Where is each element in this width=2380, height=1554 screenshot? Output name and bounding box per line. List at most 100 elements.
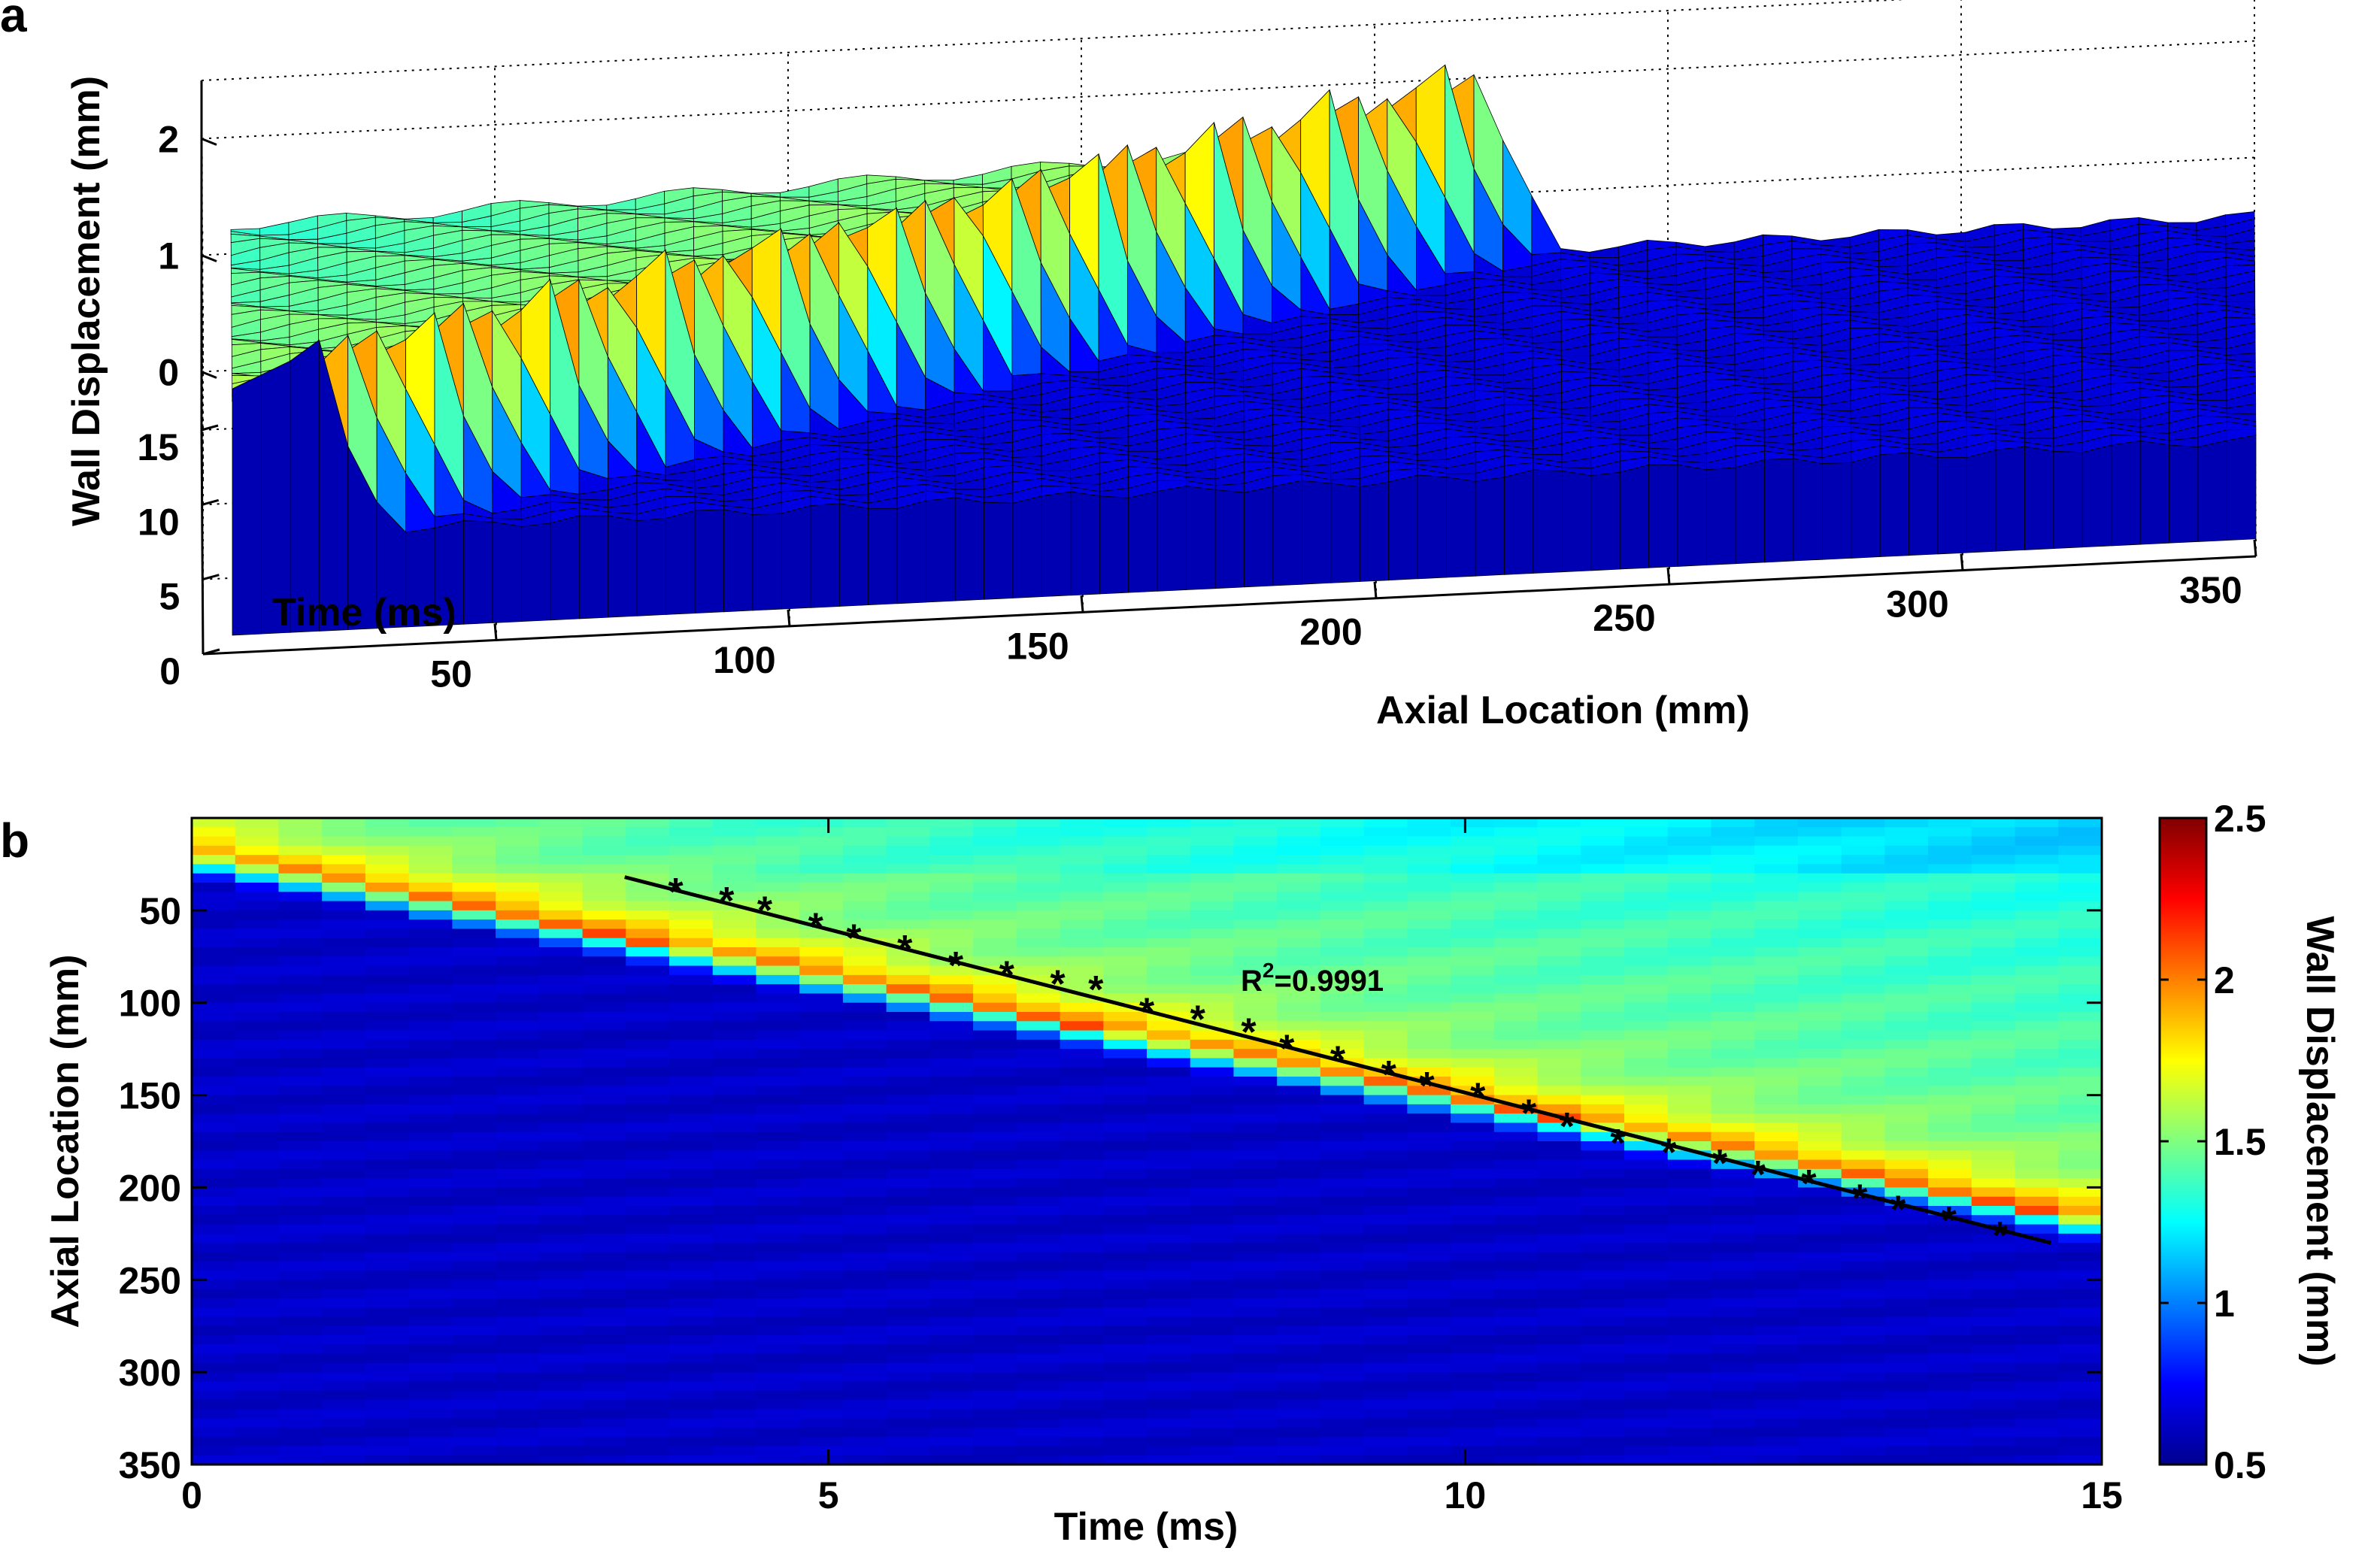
- heatmap-cell: [278, 1243, 323, 1253]
- heatmap-cell: [322, 1021, 366, 1031]
- heatmap-cell: [712, 1122, 757, 1133]
- heatmap-cell: [973, 1067, 1017, 1077]
- heatmap-cell: [1667, 1224, 1712, 1234]
- heatmap-cell: [756, 1252, 800, 1262]
- heatmap-cell: [1667, 864, 1712, 874]
- heatmap-cell: [799, 1131, 844, 1142]
- heatmap-cell: [235, 928, 280, 939]
- heatmap-cell: [1537, 1316, 1581, 1327]
- heatmap-cell: [538, 1307, 584, 1318]
- heatmap-cell: [1233, 1252, 1278, 1262]
- heatmap-cell: [538, 1168, 584, 1179]
- heatmap-cell: [756, 1141, 800, 1151]
- heatmap-cell: [626, 818, 670, 828]
- heatmap-cell: [712, 1113, 757, 1124]
- heatmap-cell: [1537, 1372, 1581, 1383]
- heatmap-cell: [582, 1104, 626, 1114]
- heatmap-cell: [408, 1141, 453, 1151]
- heatmap-cell: [1797, 1271, 1842, 1280]
- heatmap-cell: [669, 928, 714, 939]
- heatmap-cell: [1233, 1271, 1278, 1280]
- heatmap-cell: [1667, 1381, 1712, 1392]
- heatmap-cell: [1537, 1289, 1581, 1299]
- heatmap-cell: [2015, 1298, 2059, 1308]
- heatmap-cell: [582, 892, 626, 902]
- heatmap-cell: [1060, 956, 1104, 967]
- heatmap-cell: [408, 1381, 453, 1392]
- heatmap-cell: [1928, 1243, 1972, 1253]
- heatmap-cell: [1667, 873, 1712, 883]
- heatmap-cell: [1754, 919, 1799, 930]
- heatmap-cell: [2058, 1325, 2103, 1336]
- heatmap-cell: [452, 938, 496, 948]
- heatmap-cell: [626, 1131, 670, 1142]
- heatmap-cell: [408, 901, 453, 911]
- heatmap-cell: [1190, 1113, 1235, 1124]
- heatmap-cell: [1667, 1243, 1712, 1253]
- heatmap-cell: [2015, 1381, 2059, 1392]
- heatmap-cell: [1147, 1335, 1191, 1345]
- heatmap-cell: [1363, 1215, 1408, 1225]
- x-tick-mark: [2253, 539, 2257, 557]
- heatmap-cell: [1971, 956, 2016, 967]
- heatmap-cell: [278, 1261, 323, 1271]
- heatmap-cell: [1016, 1325, 1061, 1336]
- heatmap-cell: [1363, 938, 1408, 948]
- heatmap-cell: [1363, 1196, 1408, 1207]
- heatmap-cell: [799, 892, 844, 902]
- heatmap-cell: [669, 1280, 714, 1290]
- heatmap-cell: [1407, 1252, 1451, 1262]
- heatmap-cell: [1147, 883, 1191, 892]
- heatmap-cell: [1711, 1002, 1755, 1013]
- heatmap-cell: [1711, 864, 1755, 874]
- heatmap-cell: [1928, 1261, 1972, 1271]
- heatmap-cell: [1841, 956, 1885, 967]
- heatmap-cell: [669, 984, 714, 995]
- heatmap-cell: [1971, 1131, 2016, 1142]
- heatmap-cell: [582, 1178, 626, 1189]
- surface-skirt: [1995, 446, 2025, 552]
- heatmap-cell: [1971, 1077, 2016, 1086]
- heatmap-cell: [626, 1325, 670, 1336]
- heatmap-cell: [1841, 1252, 1885, 1262]
- heatmap-cell: [1451, 928, 1495, 939]
- heatmap-cell: [235, 938, 280, 948]
- heatmap-cell: [496, 901, 540, 911]
- heatmap-cell: [842, 827, 887, 838]
- heatmap-cell: [929, 1381, 974, 1392]
- heatmap-cell: [452, 1122, 496, 1133]
- heatmap-cell: [1754, 1077, 1799, 1086]
- heatmap-cell: [1320, 1280, 1365, 1290]
- heatmap-cell: [1016, 1030, 1061, 1041]
- heatmap-cell: [2058, 1122, 2103, 1133]
- heatmap-cell: [235, 1168, 280, 1179]
- heatmap-cell: [712, 1307, 757, 1318]
- heatmap-cell: [1060, 1344, 1104, 1355]
- heatmap-cell: [1451, 956, 1495, 967]
- heatmap-cell: [1971, 1261, 2016, 1271]
- heatmap-cell: [408, 1289, 453, 1299]
- heatmap-cell: [192, 1372, 236, 1383]
- heatmap-cell: [322, 965, 366, 976]
- heatmap-cell: [408, 1280, 453, 1290]
- heatmap-cell: [1233, 919, 1278, 930]
- heatmap-cell: [669, 1030, 714, 1041]
- heatmap-cell: [712, 1030, 757, 1041]
- heatmap-cell: [669, 1325, 714, 1336]
- heatmap-cell: [1277, 1325, 1321, 1336]
- heatmap-cell: [1320, 1113, 1365, 1124]
- heatmap-cell: [1147, 873, 1191, 883]
- heatmap-cell: [322, 993, 366, 1004]
- heatmap-cell: [365, 1067, 410, 1077]
- heatmap-cell: [1277, 1002, 1321, 1013]
- heatmap-cell: [1971, 1095, 2016, 1105]
- heatmap-cell: [1537, 1021, 1581, 1031]
- heatmap-cell: [582, 836, 626, 847]
- heatmap-cell: [886, 1307, 930, 1318]
- heatmap-cell: [1016, 1150, 1061, 1161]
- heatmap-cell: [452, 1159, 496, 1170]
- heatmap-cell: [799, 993, 844, 1004]
- heatmap-cell: [842, 1390, 887, 1401]
- heatmap-cell: [278, 1215, 323, 1225]
- heatmap-cell: [452, 1271, 496, 1280]
